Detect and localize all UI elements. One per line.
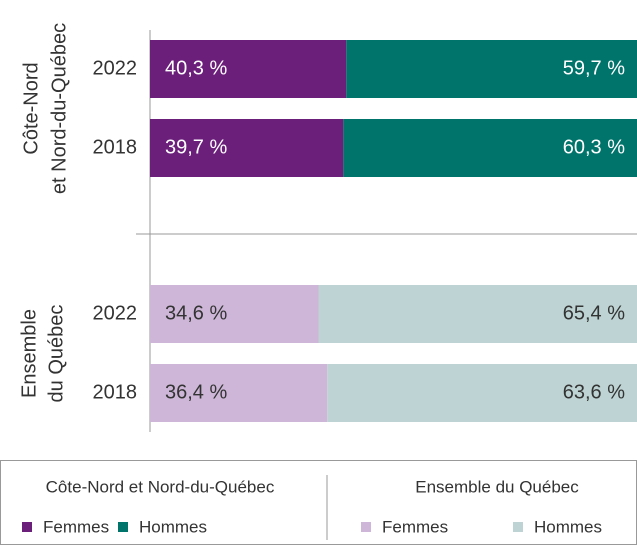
legend-label: Femmes [382,517,448,536]
category-label: 2022 [93,57,138,79]
bar-segment [150,119,344,177]
legend-label: Hommes [534,517,602,536]
value-label: 59,7 % [563,57,625,79]
value-label: 36,4 % [165,381,227,403]
bar-segment [150,40,347,98]
bar-segment [150,285,319,343]
legend-title: Ensemble du Québec [415,477,579,496]
bar-segment [150,364,328,422]
category-label: 2018 [93,381,138,403]
legend-label: Hommes [139,517,207,536]
legend-swatch [513,522,523,532]
bar-segment [343,119,637,177]
group-label: Ensemble [18,309,40,398]
bar-segment [346,40,637,98]
bar-segment [318,285,637,343]
group-label: Côte-Nord [20,62,42,154]
bar-segment [327,364,637,422]
value-label: 40,3 % [165,57,227,79]
legend-swatch [361,522,371,532]
legend-label: Femmes [43,517,109,536]
group-label: du Québec [45,305,67,403]
value-label: 60,3 % [563,136,625,158]
value-label: 34,6 % [165,302,227,324]
group-label: et Nord-du-Québec [48,23,70,194]
legend-swatch [118,522,128,532]
legend-swatch [22,522,32,532]
category-label: 2018 [93,136,138,158]
value-label: 39,7 % [165,136,227,158]
category-label: 2022 [93,302,138,324]
legend-title: Côte-Nord et Nord-du-Québec [46,477,275,496]
value-label: 65,4 % [563,302,625,324]
value-label: 63,6 % [563,381,625,403]
